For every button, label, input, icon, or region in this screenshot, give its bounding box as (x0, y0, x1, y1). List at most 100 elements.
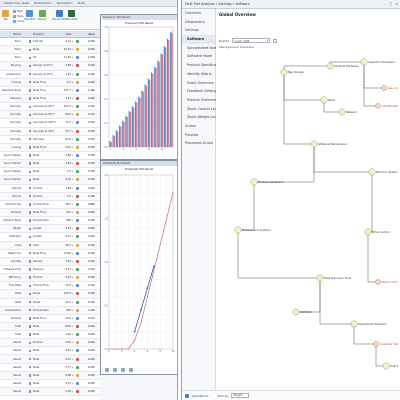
table-row[interactable]: Temperature Temperature 343 ▾ 1.000 (0, 306, 100, 315)
chevron-down-icon[interactable]: ▾ (72, 202, 74, 206)
table-row[interactable]: Result Mass 0.44 ▾ 0.000 (0, 347, 100, 356)
ribbon-tab[interactable]: Preliminary Data (4, 1, 30, 5)
table-row[interactable]: Flow Rate Volume Flow 13.3 ▾ 0.100 (0, 282, 100, 291)
row-checkbox[interactable] (28, 366, 32, 369)
fault-tree-diagram[interactable]: Bag Change Identical Hardware Inspection H… (218, 48, 398, 387)
chevron-down-icon[interactable]: ▾ (72, 308, 74, 312)
row-checkbox[interactable] (28, 211, 32, 214)
row-checkbox[interactable] (28, 317, 32, 320)
row-checkbox[interactable] (28, 357, 32, 361)
tree-node[interactable]: Identical Hardware (326, 62, 359, 70)
table-row[interactable]: Bending Density at 20°C 0.88 ▾ 0.009 (0, 62, 100, 71)
table-row[interactable]: Viscosity Viscosity at 40°C 55.7 ▾ 0.000 (0, 127, 100, 136)
chevron-down-icon[interactable]: ▾ (72, 129, 74, 133)
table-row[interactable]: Perm ΔT 17.95 ▾ 1.009 (0, 54, 100, 63)
row-value[interactable]: 0.77 (65, 365, 71, 369)
table-row[interactable]: Ambient Air Density at 20°C 1.25 ▾ 0.300 (0, 71, 100, 79)
table-row[interactable]: Volume Volume 4.3 ▾ 1.000 (0, 192, 100, 201)
table-row[interactable]: Result Fraction 0.05 ▾ 0.000 (0, 339, 100, 348)
row-value[interactable]: 343 (66, 308, 71, 312)
row-checkbox[interactable] (28, 105, 32, 108)
table-row[interactable]: Diameter Length 0.31 ▾ 0.000 (0, 233, 100, 242)
chevron-down-icon[interactable]: ▾ (72, 121, 74, 125)
chevron-down-icon[interactable]: ▾ (72, 292, 74, 296)
row-value[interactable]: 2.54 (65, 227, 71, 231)
zoom-in-icon[interactable] (105, 368, 109, 372)
chevron-down-icon[interactable]: ▾ (72, 251, 74, 255)
chevron-down-icon[interactable]: ▾ (72, 178, 74, 182)
row-value-2[interactable]: 0.000 (87, 373, 95, 377)
row-value[interactable]: 48.1 (65, 243, 71, 247)
row-value[interactable]: 10.3 (65, 121, 71, 125)
row-value[interactable]: 0.21 (65, 268, 71, 271)
sidebar-item[interactable]: Scales (185, 123, 196, 128)
table-row[interactable]: Source Param Mass 1.62 ▾ 0.000 (0, 160, 100, 169)
row-value-2[interactable]: 0.009 (87, 64, 95, 68)
table-row[interactable]: Cooling Mass Flow 0.1 ▾ 0.000 (0, 78, 100, 87)
ribbon-small-button[interactable]: Open (13, 15, 24, 18)
row-value-2[interactable]: 0.000 (87, 80, 95, 84)
row-checkbox[interactable] (28, 349, 32, 353)
header-name[interactable]: Name (13, 32, 21, 36)
row-value-2[interactable]: 1.000 (87, 308, 95, 312)
row-value-2[interactable]: 0.000 (87, 121, 95, 125)
chevron-down-icon[interactable]: ▾ (72, 154, 74, 158)
row-value-2[interactable]: 0.000 (87, 390, 95, 394)
row-value-2[interactable]: 0.500 (87, 300, 95, 304)
sidebar-item[interactable]: Software (182, 35, 215, 44)
row-value-2[interactable]: 1.960 (87, 88, 95, 92)
row-value[interactable]: 88.4 (65, 113, 71, 117)
row-value[interactable]: 2.80 (65, 154, 71, 158)
chevron-down-icon[interactable]: ▾ (72, 137, 74, 141)
chevron-down-icon[interactable]: ▾ (72, 268, 74, 271)
row-value-2[interactable]: 0.000 (87, 276, 95, 280)
table-row[interactable]: Area Area 48.1 ▾ 0.150 (0, 241, 100, 250)
chevron-down-icon[interactable]: ▾ (72, 88, 74, 92)
sidebar-item[interactable]: Stock Control Levels (187, 106, 222, 111)
chevron-down-icon[interactable]: ▾ (72, 235, 74, 239)
row-value-2[interactable]: 0.300 (87, 72, 95, 76)
sidebar-item[interactable]: Event Summary (187, 80, 215, 85)
chevron-down-icon[interactable]: ▾ (72, 284, 74, 288)
row-value-2[interactable]: 0.900 (87, 97, 95, 101)
pan-icon[interactable] (121, 368, 125, 372)
chevron-down-icon[interactable]: ▾ (72, 40, 74, 44)
row-checkbox[interactable] (28, 121, 32, 125)
table-row[interactable]: Exhaust Temp Temperature 385 ▾ 5.000 (0, 217, 100, 226)
table-row[interactable]: Pressure Drop Pressure 0.21 ▾ 0.010 (0, 266, 100, 275)
table-row[interactable]: Source Param Mass 7.5 ▾ 0.150 (0, 168, 100, 177)
sidebar-item[interactable]: Stock Weight Levels (187, 115, 222, 120)
row-value-2[interactable]: 0.000 (87, 129, 95, 133)
row-value-2[interactable]: 0.550 (87, 105, 95, 109)
ribbon-button[interactable]: Param (38, 10, 46, 21)
ribbon-tab[interactable]: Plots (77, 1, 85, 5)
sidebar-item[interactable]: Preview (185, 132, 199, 137)
row-checkbox[interactable] (28, 325, 32, 328)
row-value[interactable]: 17.95 (63, 56, 71, 60)
table-row[interactable]: Cooling Mass Flow 14.2 ▾ 0.220 (0, 143, 100, 152)
row-value[interactable]: 1.04 (65, 259, 71, 263)
row-value-2[interactable]: 0.150 (87, 170, 95, 174)
frequency-plot-window-title[interactable]: Frequency Plot Result (101, 15, 177, 20)
row-checkbox[interactable] (28, 64, 32, 68)
row-checkbox[interactable] (28, 341, 32, 344)
ribbon-button[interactable]: Set (2, 10, 9, 21)
row-value-2[interactable]: 0.000 (87, 186, 95, 190)
tree-node[interactable]: Machine Update (368, 168, 398, 176)
row-checkbox[interactable] (28, 113, 32, 117)
tree-node[interactable]: Identification (375, 103, 398, 109)
tree-node[interactable]: HSE Path (292, 308, 312, 316)
table-row[interactable]: Viscosity Viscosity 62.0 ▾ 0.010 (0, 136, 100, 144)
chevron-down-icon[interactable]: ▾ (72, 64, 74, 68)
table-row[interactable]: Heat Power 22.1 ▾ 0.500 (0, 299, 100, 307)
table-row[interactable]: Viscosity Viscosity at 100°C 10.3 ▾ 0.000 (0, 119, 100, 128)
chevron-down-icon[interactable]: ▾ (72, 105, 74, 109)
ribbon-button[interactable]: Export Plot (52, 10, 66, 21)
row-value-2[interactable]: 0.310 (87, 113, 95, 117)
table-row[interactable]: Pressure Mass Flow 3.24 ▾ 0.900 (0, 94, 100, 104)
row-value[interactable]: 1.00 (65, 333, 71, 337)
row-value[interactable]: 0.31 (65, 235, 71, 239)
row-value-2[interactable]: 0.000 (87, 357, 95, 361)
row-value-2[interactable]: 2.000 (87, 40, 95, 44)
row-value[interactable]: 22.1 (65, 300, 71, 304)
